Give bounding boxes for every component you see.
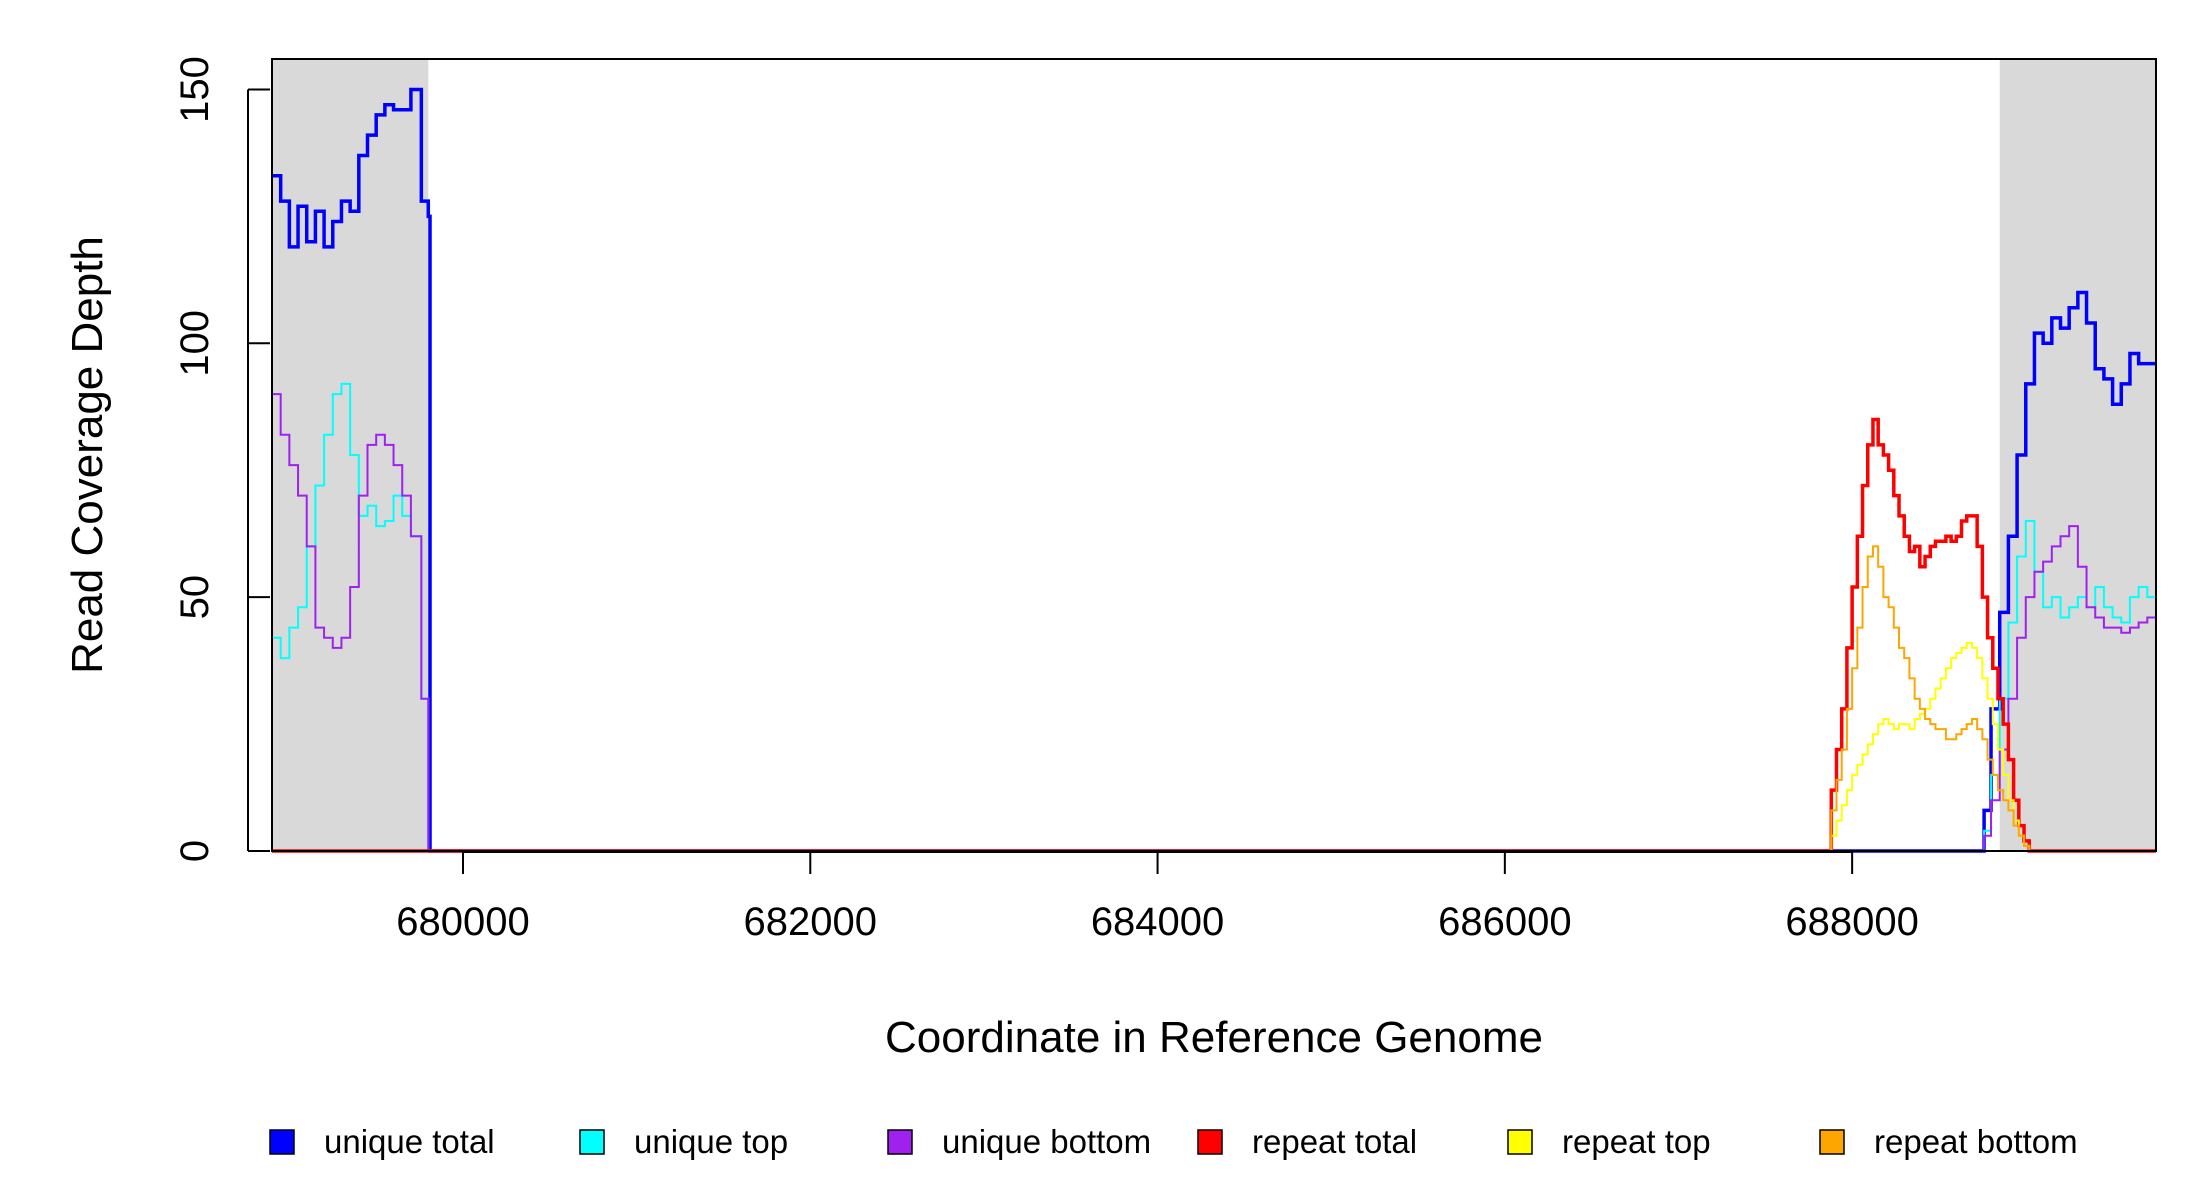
legend-swatch-repeat-top	[1507, 1129, 1533, 1155]
x-axis: 680000 682000 684000 686000 688000	[396, 851, 1919, 944]
legend-label-repeat-bottom: repeat bottom	[1874, 1123, 2078, 1160]
legend: unique total unique top unique bottom repea…	[269, 1123, 2078, 1160]
x-tick-label: 686000	[1438, 900, 1571, 944]
legend-swatch-unique-top	[579, 1129, 605, 1155]
x-tick-label: 688000	[1785, 900, 1918, 944]
legend-swatch-unique-bottom	[887, 1129, 913, 1155]
legend-swatch-repeat-bottom	[1819, 1129, 1845, 1155]
legend-swatch-unique-total	[269, 1129, 295, 1155]
legend-swatch-repeat-total	[1197, 1129, 1223, 1155]
series-repeat-top	[272, 641, 2156, 852]
y-tick-label: 50	[173, 575, 217, 620]
series-lines	[272, 87, 2157, 853]
legend-label-repeat-total: repeat total	[1252, 1123, 1417, 1160]
y-axis: 0 50 100 150	[173, 56, 270, 862]
series-unique-top	[272, 382, 2157, 852]
y-axis-label: Read Coverage Depth	[63, 236, 112, 674]
legend-label-unique-top: unique top	[634, 1123, 788, 1160]
y-tick-label: 150	[173, 56, 217, 123]
x-tick-label: 680000	[396, 900, 529, 944]
series-unique-bottom	[272, 393, 2157, 852]
x-tick-label: 682000	[744, 900, 877, 944]
plot-frame	[271, 58, 2157, 852]
x-axis-label: Coordinate in Reference Genome	[885, 1013, 1543, 1062]
y-tick-label: 0	[173, 840, 217, 862]
series-repeat-bottom	[272, 545, 2156, 852]
shaded-regions	[272, 59, 2156, 851]
y-tick-label: 100	[173, 310, 217, 377]
legend-label-unique-total: unique total	[324, 1123, 495, 1160]
legend-label-unique-bottom: unique bottom	[942, 1123, 1151, 1160]
legend-label-repeat-top: repeat top	[1562, 1123, 1711, 1160]
series-repeat-total	[272, 417, 2156, 853]
x-tick-label: 684000	[1091, 900, 1224, 944]
